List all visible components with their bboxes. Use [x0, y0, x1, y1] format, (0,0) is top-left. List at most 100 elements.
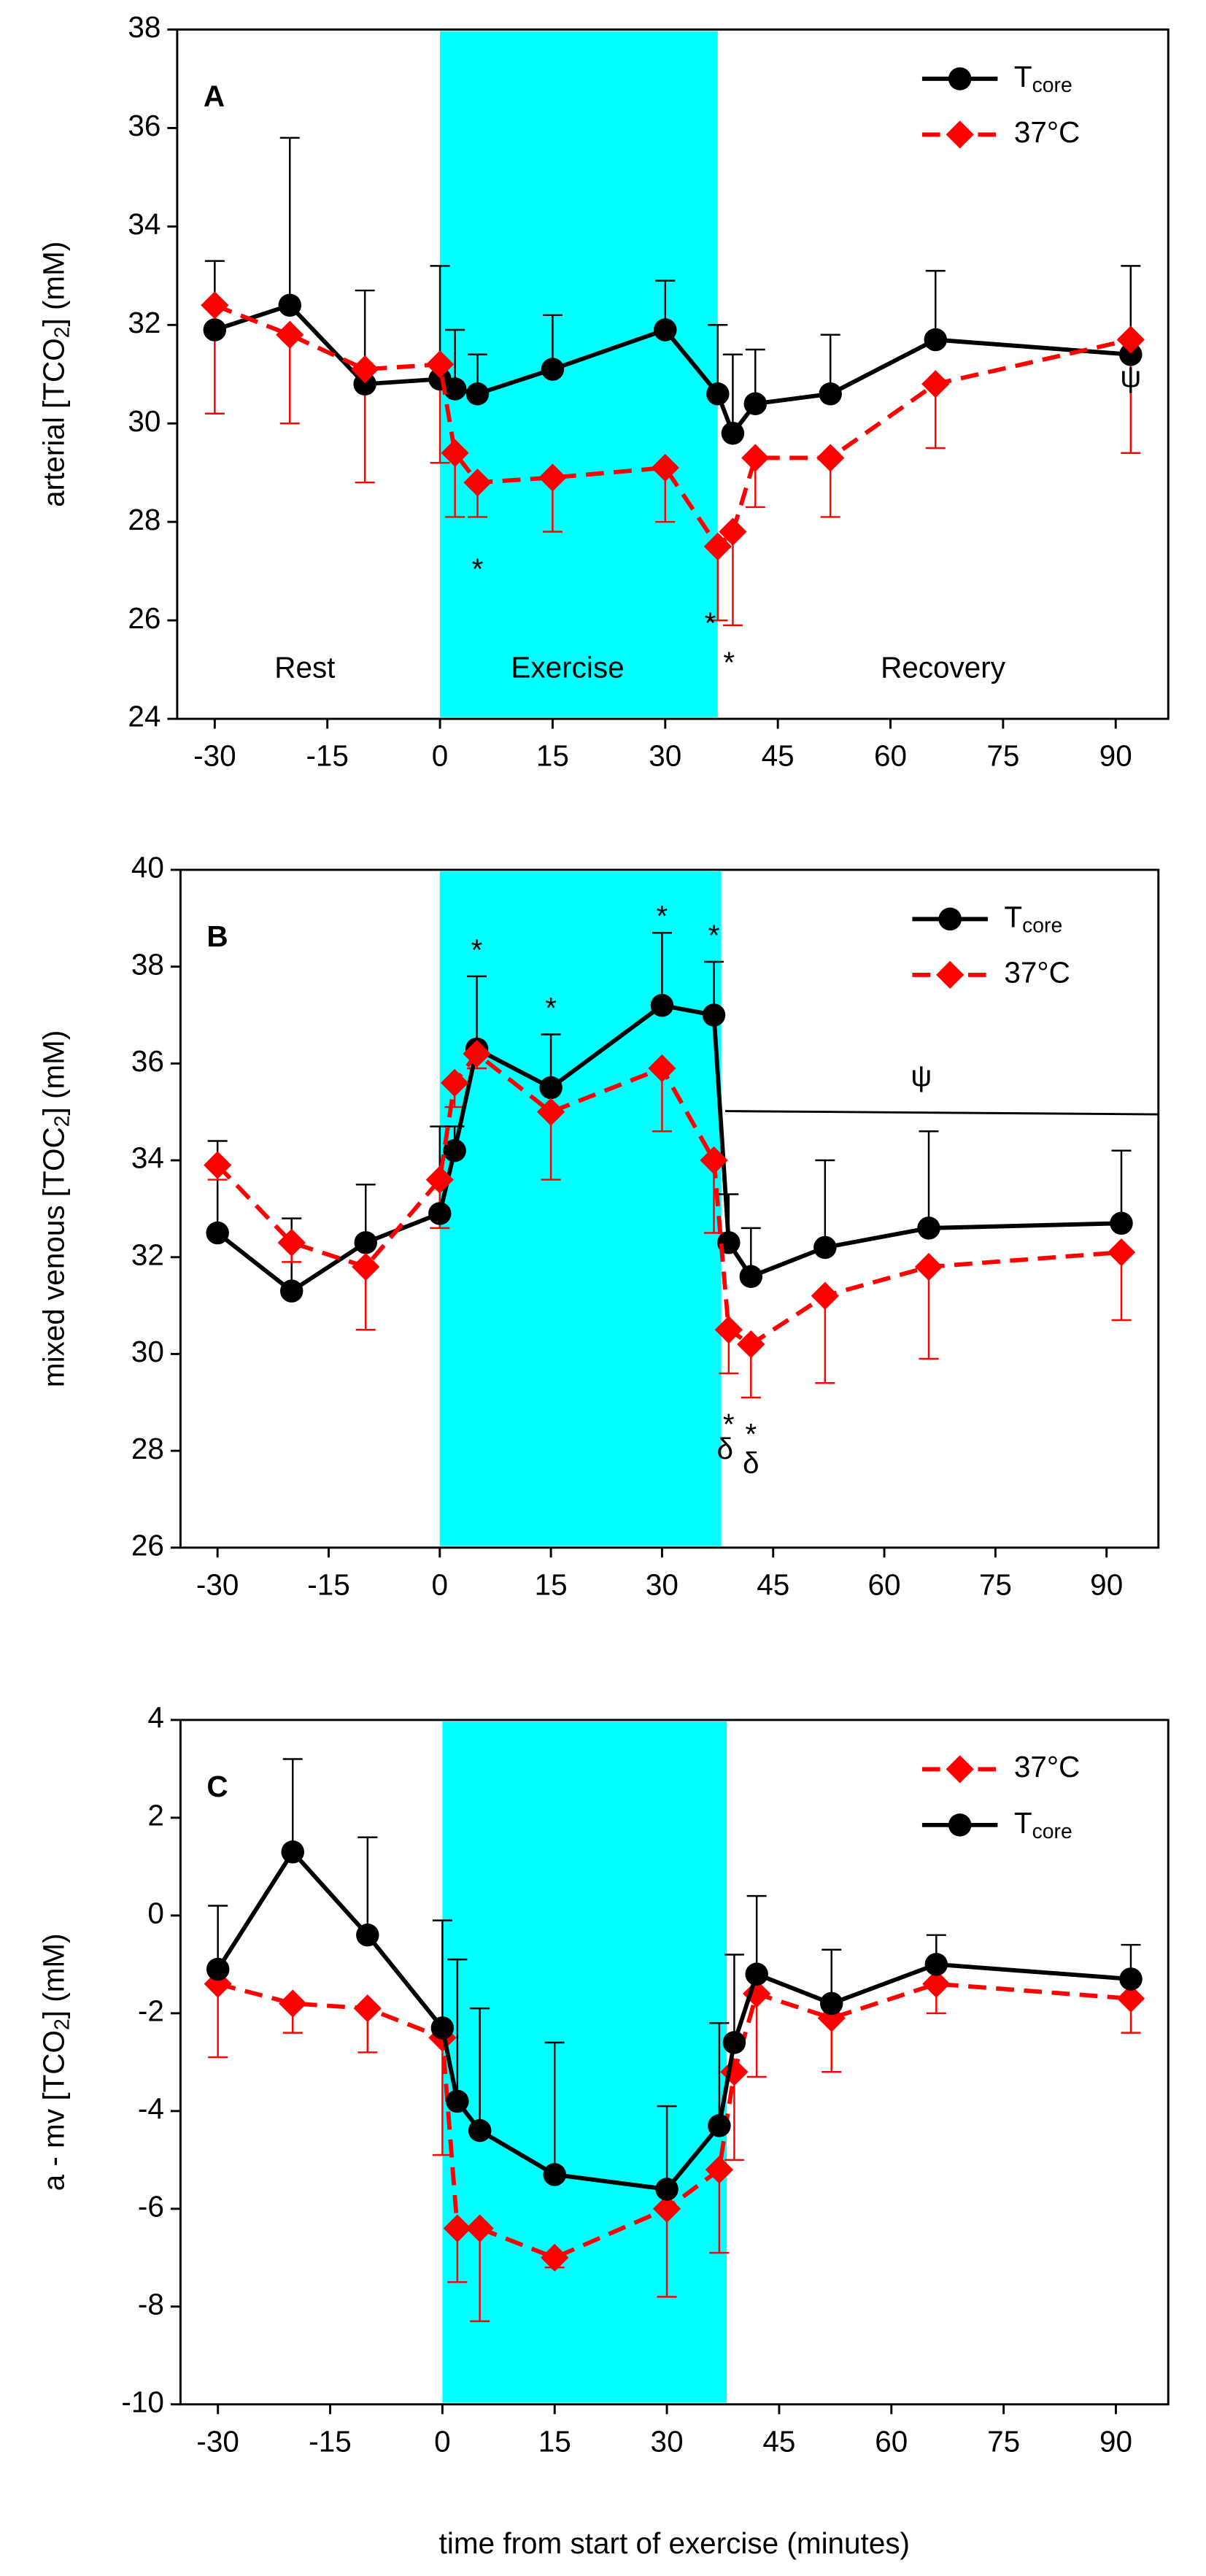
legend-label-part: core — [1032, 74, 1072, 98]
marker — [702, 1003, 726, 1027]
marker — [443, 1139, 466, 1162]
y-tick-label: 30 — [131, 1335, 164, 1368]
series-line — [217, 1981, 1132, 2260]
marker — [655, 2178, 679, 2201]
error-bar — [746, 1894, 767, 1975]
y-tick-label: 26 — [128, 601, 161, 635]
y-tick-label: 36 — [128, 109, 161, 142]
legend-label-part: core — [1022, 914, 1062, 938]
marker — [353, 372, 376, 396]
marker — [921, 370, 950, 398]
error-bar — [1111, 1149, 1132, 1224]
marker — [816, 444, 845, 472]
y-tick-label: 28 — [131, 1432, 164, 1465]
x-tick-label: 60 — [868, 1567, 901, 1601]
marker — [468, 2118, 492, 2143]
annotation: δ — [716, 1432, 733, 1465]
marker — [353, 1994, 382, 2023]
error-bar — [470, 2228, 490, 2323]
marker — [203, 318, 227, 342]
marker — [819, 1991, 843, 2016]
x-tick-label: 15 — [536, 739, 569, 773]
annotation: * — [708, 919, 720, 952]
error-bar — [470, 2007, 490, 2131]
y-axis-label-part: 2 — [51, 327, 74, 339]
y-axis-label-part: a - mv [TCO — [36, 2030, 70, 2191]
marker — [743, 392, 768, 415]
error-bar — [919, 1266, 939, 1360]
y-tick-label: -8 — [138, 2287, 164, 2321]
y-tick-label: 40 — [131, 851, 164, 884]
x-tick-label: 45 — [757, 1567, 789, 1601]
error-bar — [279, 334, 300, 425]
y-axis-label-part: 2 — [51, 1115, 74, 1127]
x-tick-label: -30 — [193, 739, 236, 773]
exercise-shade — [439, 871, 722, 1546]
x-tick-label: 75 — [987, 2424, 1020, 2458]
marker — [924, 328, 948, 352]
legend-label: Tcore — [1014, 1806, 1072, 1844]
marker — [651, 453, 679, 482]
marker — [430, 2016, 455, 2040]
annotation: Exercise — [511, 650, 624, 684]
marker — [648, 1054, 676, 1083]
error-bar — [652, 931, 672, 1006]
x-tick-label: 15 — [538, 2424, 571, 2458]
annotation: * — [657, 899, 668, 933]
error-bar — [544, 2041, 565, 2175]
marker — [924, 1953, 948, 1976]
marker — [737, 1330, 765, 1359]
series-line — [216, 1003, 1122, 1294]
marker — [465, 382, 490, 406]
marker — [1116, 325, 1145, 354]
x-tick-label: 30 — [651, 2424, 684, 2458]
annotation: δ — [743, 1446, 759, 1480]
x-tick-label: 0 — [432, 739, 449, 773]
marker — [276, 320, 304, 349]
marker — [354, 1231, 377, 1254]
marker — [440, 1068, 469, 1097]
x-tick-label: -15 — [309, 2424, 352, 2458]
annotation: * — [745, 1417, 757, 1451]
y-tick-label: 32 — [128, 306, 161, 339]
series-line — [216, 1050, 1122, 1347]
marker — [652, 2194, 681, 2223]
legend-label: Tcore — [1004, 900, 1062, 938]
legend-label: 37°C — [1004, 956, 1070, 990]
y-axis-label: a - mv [TCO2] (mM) — [36, 1933, 74, 2191]
annotation: * — [723, 646, 735, 679]
x-tick-label: 45 — [762, 2424, 795, 2458]
x-tick-label: 30 — [649, 739, 681, 773]
marker — [722, 2031, 746, 2054]
y-tick-label: 26 — [131, 1528, 164, 1562]
annotation: * — [545, 991, 557, 1025]
panel-label: A — [204, 80, 225, 113]
marker — [819, 382, 842, 406]
y-tick-label: 30 — [128, 404, 161, 438]
y-tick-label: 4 — [147, 1701, 164, 1735]
y-axis-label-part: mixed venous [TOC — [36, 1127, 70, 1387]
y-axis-label: mixed venous [TOC2] (mM) — [36, 1030, 74, 1388]
annotation: * — [471, 933, 483, 966]
x-tick-label: -15 — [307, 1567, 349, 1601]
error-bar — [279, 136, 300, 306]
x-tick-label: 0 — [434, 2424, 451, 2458]
marker — [1107, 1238, 1136, 1267]
error-bar — [467, 975, 487, 1049]
marker — [443, 377, 467, 401]
marker — [446, 2089, 469, 2113]
plot-frame — [179, 868, 1160, 1549]
y-axis-label-part: ] (mM) — [36, 242, 70, 327]
y-tick-label: 38 — [128, 10, 161, 44]
marker — [356, 1923, 379, 1947]
y-axis-label-part: 2 — [51, 2018, 74, 2030]
marker — [463, 1039, 491, 1068]
exercise-shade — [442, 1721, 727, 2403]
y-tick-label: 2 — [147, 1799, 164, 1832]
x-tick-label: -30 — [196, 1567, 239, 1601]
exercise-shade — [440, 31, 718, 717]
marker — [441, 439, 469, 467]
annotation: * — [723, 1408, 735, 1441]
legend-label-part: T — [1004, 900, 1022, 933]
